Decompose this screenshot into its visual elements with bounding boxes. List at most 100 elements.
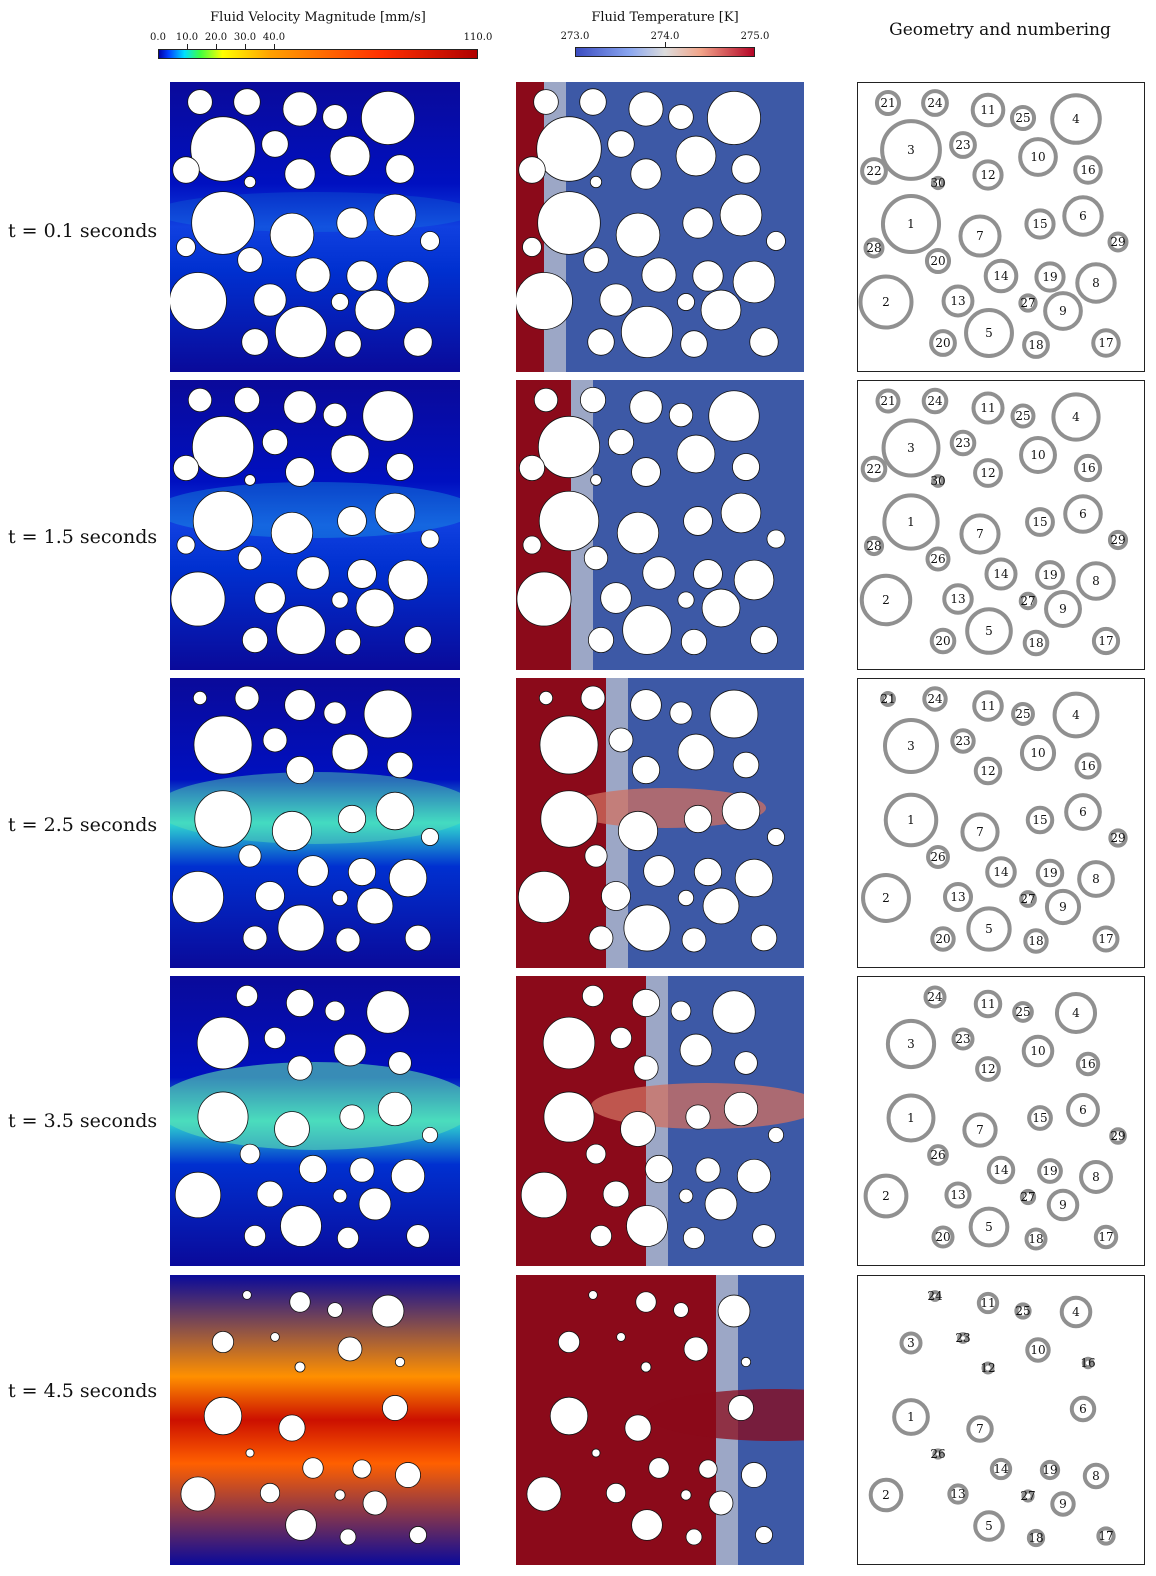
pore-grain xyxy=(520,1171,568,1219)
grain-number-label: 3 xyxy=(907,739,915,753)
grain-number-label: 3 xyxy=(907,441,915,455)
pore-grain xyxy=(337,506,367,536)
grain-number-label: 18 xyxy=(1028,1232,1043,1246)
pore-grain xyxy=(516,272,573,330)
pore-grain xyxy=(600,582,632,614)
pore-grain xyxy=(599,283,633,317)
grain-number-label: 9 xyxy=(1059,602,1067,616)
pore-grain xyxy=(723,1091,759,1127)
pore-grain xyxy=(333,1033,367,1067)
row-time-label: t = 0.1 seconds xyxy=(8,220,158,242)
pore-grain xyxy=(583,247,609,273)
grain-number-label: 23 xyxy=(955,138,970,152)
pore-grain xyxy=(285,457,315,487)
pore-grain xyxy=(289,1291,311,1313)
pore-grain xyxy=(557,1330,581,1354)
pore-grain xyxy=(297,855,329,887)
grain-number-label: 9 xyxy=(1059,304,1067,318)
pore-grain xyxy=(170,571,226,627)
grain-ring xyxy=(972,159,1004,191)
grain-number-label: 18 xyxy=(1028,934,1043,948)
grain-number-label: 15 xyxy=(1032,217,1047,231)
temperature-field-panel xyxy=(516,976,804,1266)
grain-number-label: 23 xyxy=(955,1331,970,1345)
pore-grain xyxy=(675,135,717,177)
grain-ring xyxy=(880,193,942,255)
pore-grain xyxy=(194,790,252,848)
velocity-field-panel xyxy=(170,82,460,372)
grain-ring xyxy=(964,308,1014,358)
grain-ring xyxy=(971,391,1005,425)
pore-grain xyxy=(187,387,213,413)
grain-ring xyxy=(966,906,1012,952)
pore-grain xyxy=(601,881,631,911)
grain-ring xyxy=(1046,1188,1080,1222)
grain-ring xyxy=(960,812,1000,852)
pore-grain xyxy=(358,1187,392,1221)
pore-grain xyxy=(602,1180,630,1208)
grain-ring xyxy=(1077,860,1115,898)
pore-grain xyxy=(420,529,440,549)
pore-grain xyxy=(294,1361,306,1373)
velocity-tick: 20.0 xyxy=(204,32,228,43)
grain-number-label: 16 xyxy=(1080,1356,1095,1370)
grain-number-label: 11 xyxy=(980,997,995,1011)
pore-grain xyxy=(670,1000,692,1022)
grain-number-label: 11 xyxy=(980,1296,995,1310)
pore-grain xyxy=(261,130,289,158)
grain-ring xyxy=(1075,262,1117,304)
grain-number-label: 5 xyxy=(985,1519,993,1533)
pore-grain xyxy=(270,511,314,555)
grain-ring xyxy=(882,717,940,775)
pore-grain xyxy=(669,701,693,725)
grain-ring xyxy=(1035,560,1065,590)
pore-grain xyxy=(518,156,546,184)
pore-grain xyxy=(346,260,378,292)
grain-ring xyxy=(1009,104,1037,132)
grain-number-label: 12 xyxy=(980,1062,995,1076)
pore-grain xyxy=(409,1526,427,1544)
grain-number-label: 13 xyxy=(950,890,965,904)
grain-number-label: 12 xyxy=(980,466,995,480)
grain-number-label: 29 xyxy=(1110,1129,1125,1143)
pore-grain xyxy=(750,626,778,654)
pore-grain xyxy=(741,1462,767,1488)
pore-grain xyxy=(355,588,395,628)
grain-ring xyxy=(1079,1160,1113,1194)
grain-number-label: 17 xyxy=(1098,1230,1113,1244)
pore-grain xyxy=(678,1188,694,1204)
grain-number-label: 8 xyxy=(1092,1170,1100,1184)
pore-grain xyxy=(421,828,439,846)
grain-number-label: 4 xyxy=(1072,410,1080,424)
pore-grain xyxy=(719,193,763,237)
pore-grain xyxy=(404,626,432,654)
pore-grain xyxy=(349,1157,375,1183)
grain-number-label: 26 xyxy=(930,552,945,566)
pore-grain xyxy=(254,582,286,614)
grain-number-label: 8 xyxy=(1092,872,1100,886)
grain-ring xyxy=(1034,261,1066,293)
grain-number-label: 30 xyxy=(930,176,945,190)
pore-grain xyxy=(648,1457,670,1479)
pore-grain xyxy=(749,327,779,357)
grain-ring xyxy=(899,1331,923,1355)
pore-grain xyxy=(609,1026,633,1050)
grain-number-label: 1 xyxy=(907,1410,915,1424)
pore-grain xyxy=(767,828,785,846)
grain-ring xyxy=(966,1415,994,1443)
pore-grain xyxy=(516,571,572,627)
grain-ring xyxy=(858,274,914,330)
pore-grain xyxy=(382,1395,408,1421)
pore-grain xyxy=(679,1033,713,1067)
grain-ring xyxy=(1054,991,1098,1035)
pore-grain xyxy=(395,1462,421,1488)
pore-grain xyxy=(187,89,213,115)
pore-grain xyxy=(302,1457,324,1479)
grain-ring xyxy=(958,214,1002,258)
pore-grain xyxy=(375,791,415,831)
pore-grain xyxy=(712,990,756,1034)
grain-ring xyxy=(1064,793,1102,831)
grain-ring xyxy=(860,157,888,185)
pore-grain xyxy=(282,91,318,127)
grain-number-label: 12 xyxy=(980,764,995,778)
